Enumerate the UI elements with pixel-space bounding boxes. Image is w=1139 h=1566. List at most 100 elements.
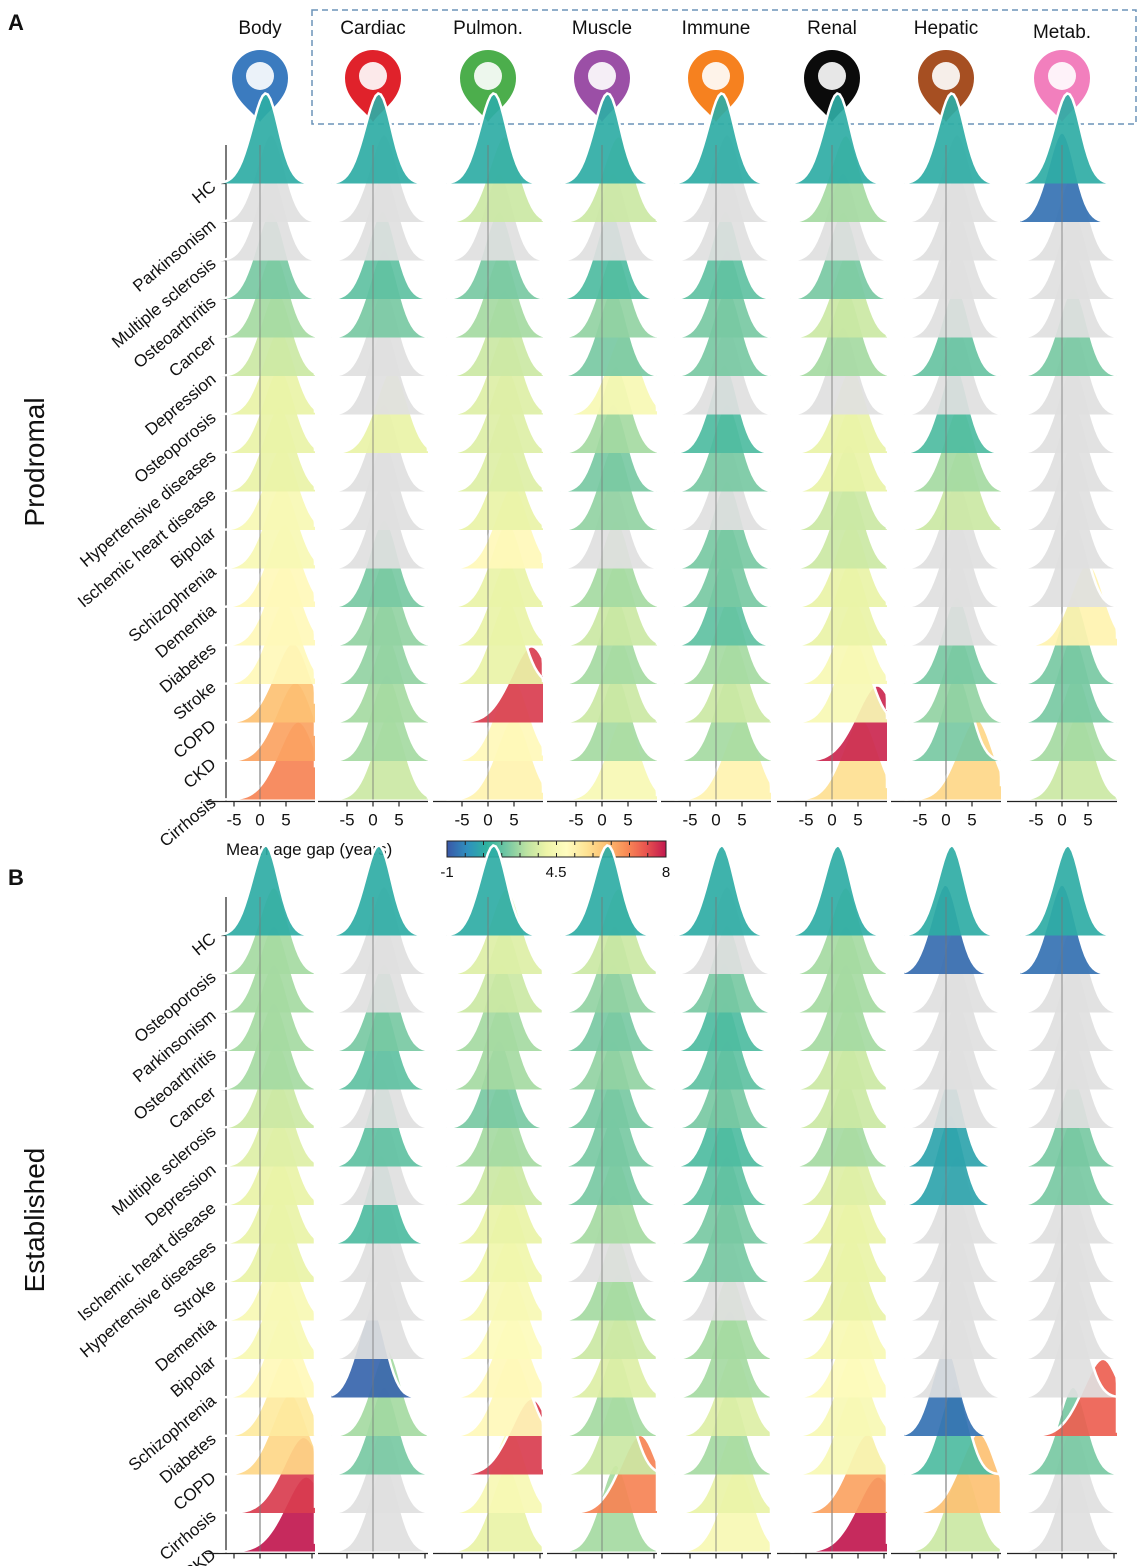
x-tick-label: 5	[853, 811, 862, 830]
organ-column-metab: -5 0 5	[1007, 92, 1119, 830]
x-tick-label: 5	[623, 811, 632, 830]
x-tick-label: 5	[394, 1563, 403, 1566]
x-tick-label: 10	[759, 1563, 778, 1566]
x-tick-label: 5	[737, 1563, 746, 1566]
ridge-hc-pulmon	[446, 92, 545, 185]
ridge-hc-immune	[674, 844, 773, 937]
x-tick-label: -5	[912, 1563, 927, 1566]
organ-column-hepatic: -5 0 5 10	[891, 844, 1008, 1566]
organ-column-renal: -5 0 5 10	[777, 844, 894, 1566]
x-tick-label: 0	[255, 811, 264, 830]
x-tick-label: 0	[827, 811, 836, 830]
organ-column-hepatic: -5 0 5	[891, 92, 1003, 830]
x-tick-label: 5	[737, 811, 746, 830]
x-tick-label: 0	[483, 1563, 492, 1566]
ridge-hc-muscle	[560, 844, 659, 937]
x-tick-label: 10	[416, 1563, 435, 1566]
ridge-hc-hepatic	[904, 92, 1003, 185]
kidney-icon	[804, 50, 860, 122]
organ-column-metab: -5 0 5 10	[1007, 844, 1123, 1566]
ridge-hc-hepatic	[904, 844, 1003, 937]
x-tick-label: -5	[454, 1563, 469, 1566]
organ-label-pulmon: Pulmon.	[453, 18, 523, 39]
x-tick-label: 0	[827, 1563, 836, 1566]
x-tick-label: 10	[989, 1563, 1008, 1566]
panel-label-b: B	[8, 865, 24, 890]
category-label-ckd: CKD	[180, 755, 220, 793]
ridge-hc-cardiac	[331, 92, 430, 185]
x-tick-label: 10	[531, 1563, 550, 1566]
ridge-hc-renal	[790, 92, 889, 185]
x-tick-label: 5	[281, 811, 290, 830]
x-tick-label: -5	[682, 1563, 697, 1566]
x-tick-label: 0	[368, 811, 377, 830]
x-tick-label: -5	[798, 811, 813, 830]
x-tick-label: 0	[255, 1563, 264, 1566]
x-tick-label: -5	[454, 811, 469, 830]
x-tick-label: 5	[509, 811, 518, 830]
x-tick-label: -5	[912, 811, 927, 830]
x-tick-label: -5	[568, 1563, 583, 1566]
panel-established: EstablishedHCOsteoporosisParkinsonismOst…	[19, 844, 1123, 1566]
organ-label-muscle: Muscle	[572, 18, 632, 39]
organ-column-renal: -5 0 5	[777, 92, 889, 830]
category-label-hc: HC	[189, 929, 220, 959]
organ-column-immune: -5 0 5	[661, 92, 773, 830]
organ-column-cardiac: -5 0 5	[318, 92, 430, 830]
ridge-hc-metab	[1020, 92, 1119, 185]
flame-icon	[688, 50, 744, 122]
heart-icon	[345, 50, 401, 122]
ridge-hc-body	[218, 844, 317, 937]
colorbar-title: Mean age gap (years)	[226, 840, 392, 859]
x-tick-label: -5	[568, 811, 583, 830]
y-axis-label: Prodromal	[19, 397, 50, 526]
ridge-hc-body	[218, 92, 317, 185]
x-tick-label: 0	[1057, 1563, 1066, 1566]
category-label-hc: HC	[189, 177, 220, 207]
organ-label-body: Body	[238, 18, 282, 39]
organ-column-pulmon: -5 0 5	[433, 92, 545, 830]
ridge-hc-immune	[674, 92, 773, 185]
organ-label-hepatic: Hepatic	[914, 18, 978, 39]
x-tick-label: 0	[1057, 811, 1066, 830]
organ-label-immune: Immune	[682, 18, 751, 39]
x-tick-label: -5	[226, 811, 241, 830]
x-tick-label: 5	[623, 1563, 632, 1566]
x-tick-label: 0	[711, 1563, 720, 1566]
x-tick-label: -5	[798, 1563, 813, 1566]
x-tick-label: 5	[281, 1563, 290, 1566]
x-tick-label: 0	[483, 811, 492, 830]
body-icon	[232, 50, 288, 122]
organ-header: Body Cardiac Pulmon. Muscle Immune Renal Hepat…	[232, 18, 1091, 122]
x-tick-label: 5	[394, 811, 403, 830]
lungs-icon	[460, 50, 516, 122]
x-tick-label: 5	[509, 1563, 518, 1566]
organ-column-cardiac: -5 0 5 10	[318, 844, 435, 1566]
ridge-hc-muscle	[560, 92, 659, 185]
organ-label-renal: Renal	[807, 18, 857, 39]
x-tick-label: 5	[1083, 811, 1092, 830]
ridge-hc-metab	[1020, 844, 1119, 937]
x-tick-label: -5	[682, 811, 697, 830]
x-tick-label: 5	[1083, 1563, 1092, 1566]
organ-column-immune: -5 0 5 10	[661, 844, 778, 1566]
x-tick-label: -5	[339, 1563, 354, 1566]
colorbar-tick-max: 8	[662, 864, 670, 881]
x-tick-label: 0	[368, 1563, 377, 1566]
x-tick-label: 10	[875, 1563, 894, 1566]
liver-icon	[918, 50, 974, 122]
x-tick-label: 5	[967, 1563, 976, 1566]
burger-drink-icon	[1034, 50, 1090, 122]
organ-label-metab: Metab.	[1033, 22, 1091, 43]
y-axis-label: Established	[19, 1148, 50, 1293]
x-tick-label: 5	[967, 811, 976, 830]
x-tick-label: 10	[303, 1563, 322, 1566]
x-tick-label: -5	[1028, 1563, 1043, 1566]
x-tick-label: -5	[226, 1563, 241, 1566]
x-tick-label: 0	[941, 1563, 950, 1566]
x-tick-label: 0	[711, 811, 720, 830]
ridge-hc-pulmon	[446, 844, 545, 937]
muscle-icon	[574, 50, 630, 122]
ridge-hc-renal	[790, 844, 889, 937]
